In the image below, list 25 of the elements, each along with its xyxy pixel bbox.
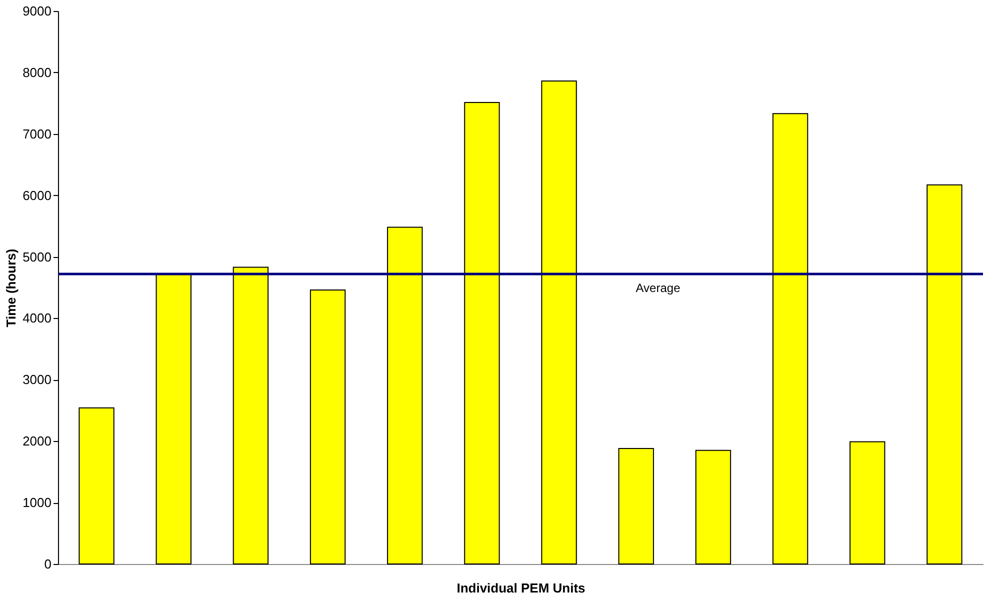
x-axis-title: Individual PEM Units [456,580,586,596]
bar [464,102,500,564]
bar [926,184,962,564]
y-tick-label: 7000 [22,126,52,142]
y-tick-label: 3000 [22,372,52,388]
y-tick-label: 9000 [22,4,52,18]
bar [156,273,192,564]
bar [310,289,346,564]
bar [695,450,732,564]
ref-line-label: Average [636,280,681,295]
y-tick-label: 4000 [22,310,52,326]
bar [541,80,577,564]
y-tick-label: 6000 [22,188,52,203]
y-tick-label: 5000 [22,249,52,264]
bar [78,407,114,564]
y-tick-label: 1000 [22,495,52,510]
y-tick-label: 2000 [22,434,52,449]
y-tick-label: 0 [44,556,52,572]
y-tick-label: 8000 [22,64,52,80]
bar [232,266,269,564]
bar [618,448,654,564]
bar [387,226,423,564]
y-axis-title: Time (hours) [4,248,19,328]
bar [772,113,808,564]
bar [850,441,886,564]
